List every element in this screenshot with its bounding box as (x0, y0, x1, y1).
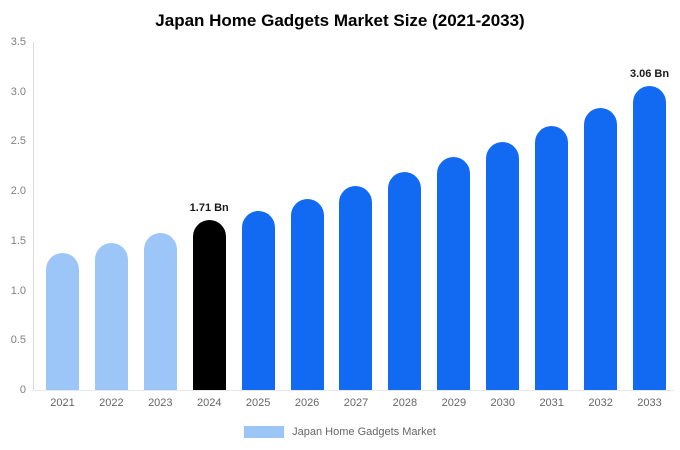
legend-swatch (244, 426, 285, 438)
y-tick-label: 3.5 (10, 36, 26, 48)
bar-2030 (486, 142, 520, 390)
x-tick-label: 2031 (539, 397, 564, 409)
bar-2023 (143, 232, 177, 390)
x-tick-label: 2027 (343, 397, 369, 409)
bar-column (38, 42, 87, 390)
bar-value-label: 1.71 Bn (189, 201, 229, 214)
legend-label: Japan Home Gadgets Market (292, 426, 436, 438)
bar-2022 (94, 242, 128, 390)
bar-column (576, 42, 625, 390)
bar-column (283, 42, 332, 390)
bar-column (87, 42, 136, 390)
x-axis-labels: 2021 2022 2023 2024 2025 2026 2027 2028 2029 2030… (38, 397, 674, 409)
y-tick-label: 1.0 (10, 284, 26, 297)
bar-2033 (633, 85, 667, 390)
plot-area: 1.71 Bn 3.06 Bn (38, 42, 674, 390)
y-tick-label: 3.0 (10, 85, 26, 98)
bar-column (380, 42, 429, 390)
bar-column: 1.71 Bn (185, 42, 234, 390)
x-tick-label: 2023 (148, 397, 173, 409)
bar-value-label: 3.06 Bn (629, 67, 670, 80)
bar-2024 (192, 219, 226, 390)
bar-2027 (339, 186, 373, 390)
bar-2021 (45, 252, 79, 390)
x-tick-label: 2029 (441, 397, 467, 409)
chart-title: Japan Home Gadgets Market Size (2021-203… (155, 11, 525, 30)
x-axis-line (33, 390, 674, 391)
bar-2026 (290, 199, 324, 390)
x-tick-label: 2026 (294, 397, 320, 409)
bar-2029 (437, 157, 471, 390)
y-tick-label: 2.5 (10, 135, 26, 148)
bar-column (234, 42, 283, 390)
x-tick-label: 2024 (196, 397, 222, 409)
x-tick-label: 2032 (588, 397, 613, 409)
bar-column (136, 42, 185, 390)
y-tick-label: 2.0 (10, 185, 26, 198)
bar-column: 3.06 Bn (625, 42, 674, 390)
x-tick-label: 2030 (490, 397, 515, 409)
x-tick-label: 2022 (99, 397, 124, 409)
bar-2025 (241, 211, 275, 390)
bar-2031 (535, 125, 569, 390)
bar-column (478, 42, 527, 390)
bar-2028 (388, 172, 422, 390)
x-tick-label: 2025 (245, 397, 271, 409)
y-tick-label: 0 (19, 384, 26, 396)
bar-column (527, 42, 576, 390)
y-axis-line (33, 42, 34, 391)
bar-2032 (584, 107, 618, 390)
x-tick-label: 2033 (637, 397, 662, 409)
bar-column (429, 42, 478, 390)
x-tick-label: 2028 (392, 397, 418, 409)
y-axis: 0 0.5 1.0 1.5 2.0 2.5 3.0 3.5 (0, 36, 28, 396)
y-tick-label: 0.5 (10, 334, 26, 347)
legend: Japan Home Gadgets Market (0, 426, 680, 438)
x-tick-label: 2021 (50, 397, 75, 409)
y-tick-label: 1.5 (10, 234, 26, 247)
bar-column (332, 42, 381, 390)
